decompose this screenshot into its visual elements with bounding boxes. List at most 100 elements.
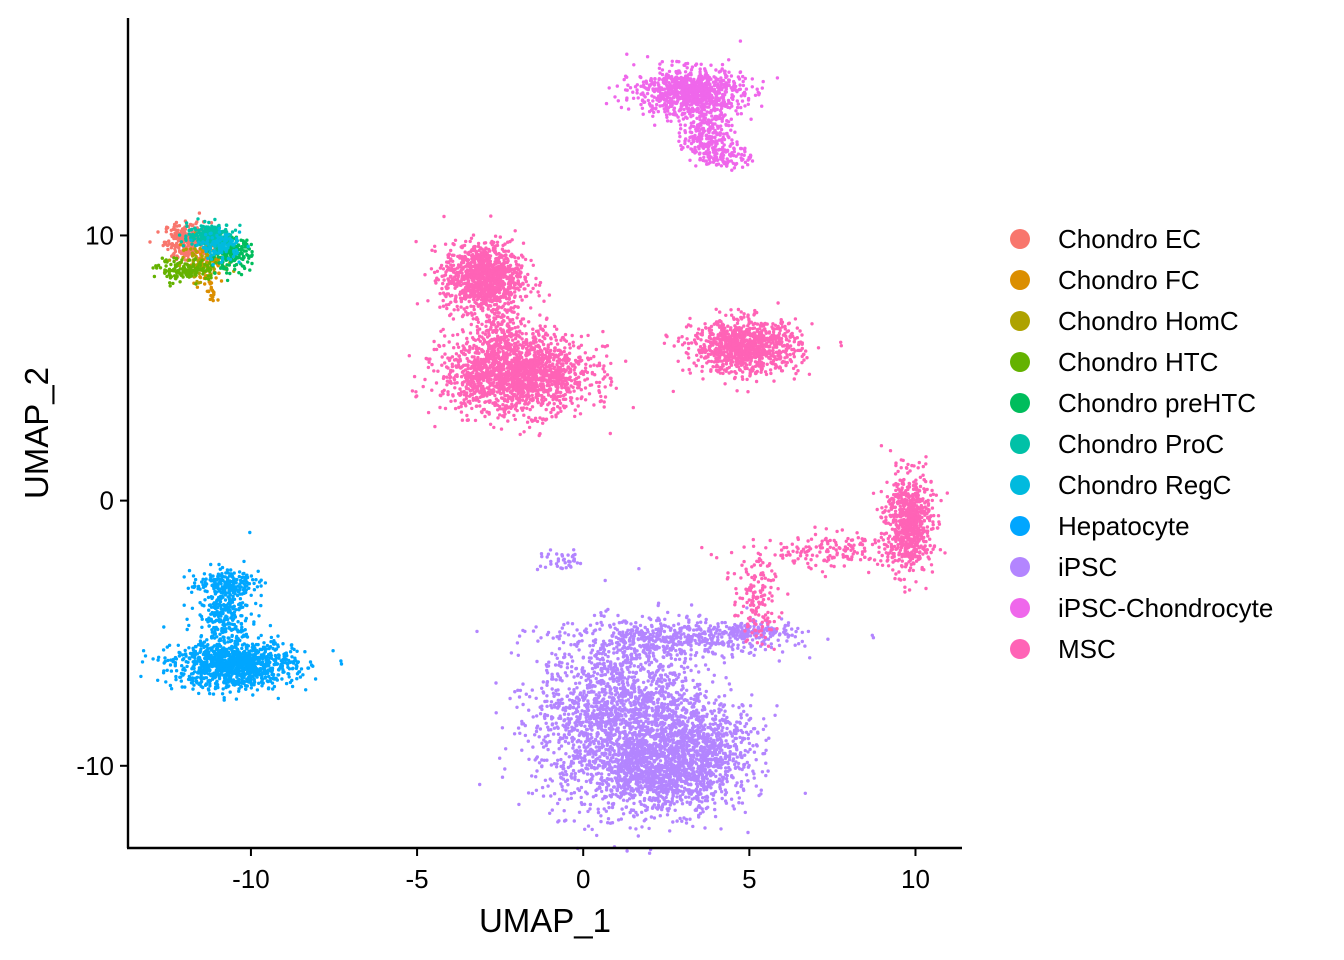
data-point bbox=[609, 725, 614, 729]
data-point bbox=[534, 775, 538, 779]
data-point bbox=[591, 755, 595, 759]
data-point bbox=[565, 674, 569, 678]
data-point bbox=[212, 620, 217, 624]
data-point bbox=[212, 240, 216, 245]
data-point bbox=[249, 649, 253, 653]
data-point bbox=[621, 812, 626, 816]
data-point bbox=[605, 706, 609, 710]
data-point bbox=[562, 712, 567, 716]
data-point bbox=[173, 267, 177, 271]
data-point bbox=[207, 280, 211, 284]
data-point bbox=[256, 658, 260, 662]
data-point bbox=[545, 683, 549, 687]
data-point bbox=[625, 849, 629, 853]
data-point bbox=[186, 660, 190, 664]
data-point bbox=[562, 734, 567, 738]
data-point bbox=[563, 708, 568, 713]
data-point bbox=[240, 643, 245, 647]
data-point bbox=[200, 625, 204, 629]
data-point bbox=[209, 221, 214, 225]
data-point bbox=[571, 761, 576, 765]
data-point bbox=[593, 663, 597, 667]
data-point bbox=[549, 700, 554, 704]
data-point bbox=[219, 651, 223, 656]
data-point bbox=[198, 639, 203, 643]
data-point bbox=[596, 771, 601, 775]
data-point bbox=[234, 581, 238, 585]
data-point bbox=[228, 583, 232, 587]
data-point bbox=[203, 219, 207, 224]
data-point bbox=[530, 791, 535, 796]
data-point bbox=[267, 686, 271, 690]
data-point bbox=[190, 677, 194, 681]
data-point bbox=[224, 664, 228, 668]
data-point bbox=[165, 645, 169, 649]
data-point bbox=[575, 728, 580, 733]
data-point bbox=[697, 699, 701, 703]
data-point bbox=[562, 766, 566, 771]
data-point bbox=[213, 589, 217, 594]
data-point bbox=[639, 704, 643, 708]
data-point bbox=[229, 678, 233, 682]
data-point bbox=[665, 813, 670, 817]
data-point bbox=[570, 776, 574, 780]
data-point bbox=[570, 736, 574, 740]
data-point bbox=[233, 626, 237, 631]
data-point bbox=[241, 679, 246, 683]
data-point bbox=[634, 679, 639, 683]
data-point bbox=[545, 704, 549, 708]
data-point bbox=[621, 798, 626, 802]
data-point bbox=[608, 688, 612, 692]
data-point bbox=[255, 688, 260, 692]
data-point bbox=[194, 232, 198, 237]
data-point bbox=[581, 720, 585, 724]
data-point bbox=[240, 246, 244, 251]
data-point bbox=[156, 658, 160, 662]
data-point bbox=[646, 699, 650, 704]
data-point bbox=[225, 267, 229, 271]
data-point bbox=[195, 285, 200, 289]
data-point bbox=[183, 227, 188, 231]
data-point bbox=[535, 755, 539, 759]
data-point bbox=[217, 598, 221, 602]
data-point bbox=[209, 273, 213, 278]
data-point bbox=[164, 230, 168, 234]
data-point bbox=[223, 589, 227, 594]
data-point bbox=[552, 751, 556, 755]
data-point bbox=[250, 250, 254, 254]
data-point bbox=[163, 268, 167, 272]
data-point bbox=[209, 618, 213, 622]
data-point bbox=[553, 663, 558, 667]
data-point bbox=[174, 274, 179, 278]
data-point bbox=[198, 247, 202, 251]
data-point bbox=[620, 707, 625, 712]
data-point bbox=[191, 574, 196, 578]
data-point bbox=[631, 682, 635, 686]
data-point bbox=[204, 249, 208, 253]
data-point bbox=[575, 740, 579, 744]
data-point bbox=[220, 263, 225, 268]
data-point bbox=[174, 677, 178, 682]
data-point bbox=[616, 613, 620, 618]
data-point bbox=[597, 748, 602, 752]
data-point bbox=[515, 705, 519, 709]
data-point bbox=[693, 685, 697, 690]
data-point bbox=[595, 699, 599, 703]
data-point bbox=[478, 782, 482, 787]
data-point bbox=[193, 649, 198, 654]
data-point bbox=[179, 260, 183, 265]
data-point bbox=[259, 593, 263, 598]
data-point bbox=[605, 741, 610, 746]
data-point bbox=[229, 248, 233, 253]
data-point bbox=[222, 621, 226, 625]
data-point bbox=[240, 660, 244, 664]
data-point bbox=[198, 280, 203, 285]
data-point bbox=[494, 711, 498, 715]
data-point bbox=[162, 625, 166, 629]
data-point bbox=[191, 262, 196, 266]
data-point bbox=[180, 685, 184, 689]
data-point bbox=[583, 754, 587, 758]
data-point bbox=[189, 238, 193, 242]
data-point bbox=[559, 737, 563, 741]
data-point bbox=[189, 235, 193, 240]
